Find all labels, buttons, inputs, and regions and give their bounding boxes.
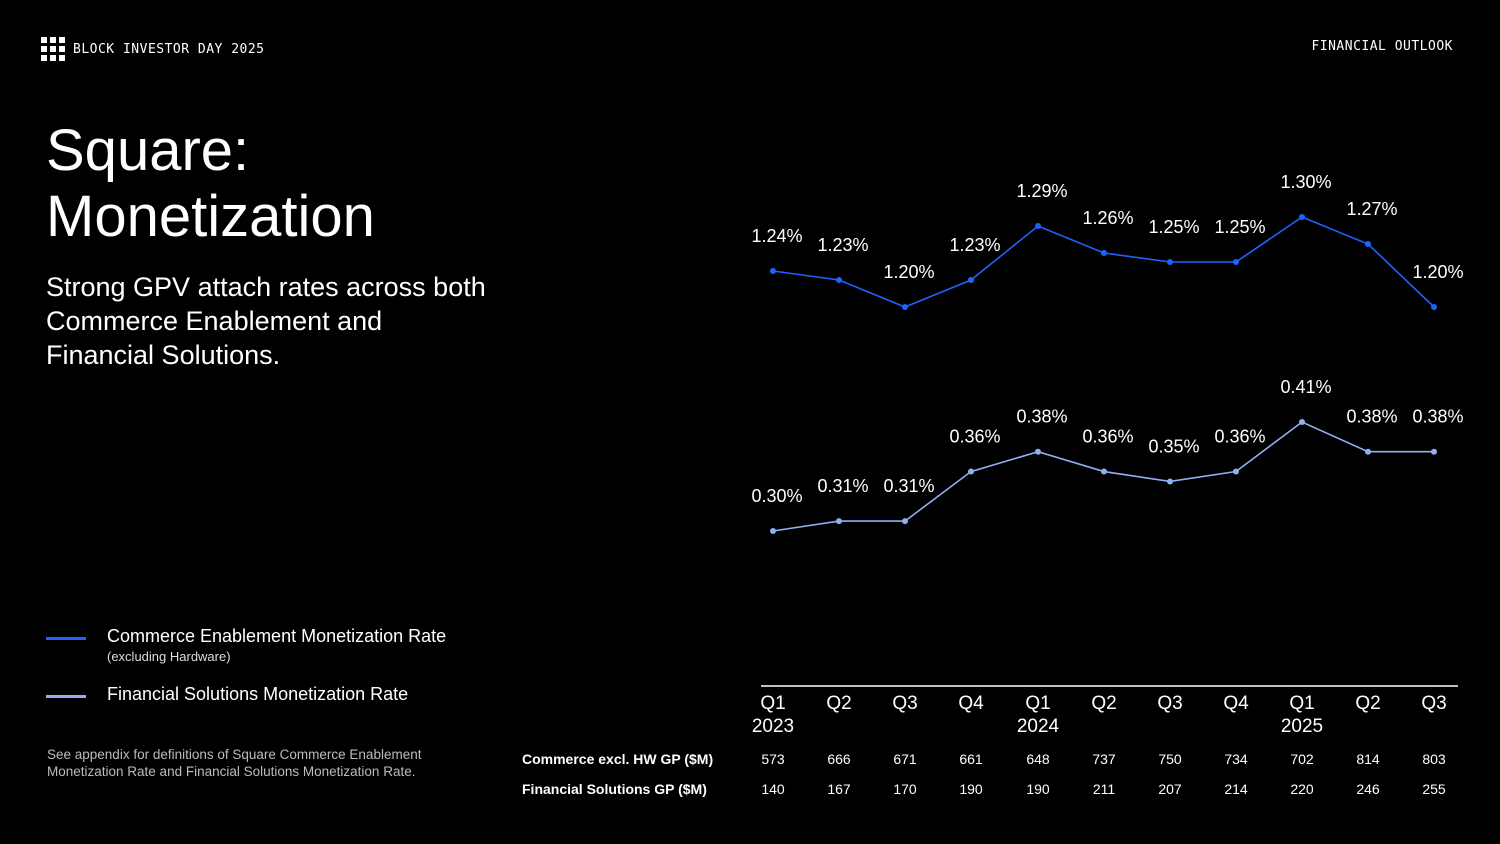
data-point-s1-1 xyxy=(770,268,776,274)
table-row-label-1: Commerce excl. HW GP ($M) xyxy=(522,751,713,767)
data-point-s1-8 xyxy=(1233,259,1239,265)
table-cell-r2-7: 207 xyxy=(1158,781,1182,797)
table-cell-r1-7: 750 xyxy=(1158,751,1182,767)
data-label-s1-4: 1.23% xyxy=(949,235,1000,255)
table-cell-r1-5: 648 xyxy=(1026,751,1050,767)
data-point-s1-9 xyxy=(1299,214,1305,220)
data-point-s2-4 xyxy=(968,468,974,475)
data-label-s1-2: 1.23% xyxy=(817,235,868,255)
x-tick-label-7: Q3 xyxy=(1157,693,1182,714)
table-cell-r1-3: 671 xyxy=(893,751,917,767)
legend-label-financial: Financial Solutions Monetization Rate xyxy=(107,684,409,704)
table-cell-r2-4: 190 xyxy=(959,781,983,797)
footnote: See appendix for definitions of Square C… xyxy=(47,747,422,779)
table-cell-r2-11: 255 xyxy=(1422,781,1446,797)
data-point-s1-7 xyxy=(1167,259,1173,265)
brand-title: BLOCK INVESTOR DAY 2025 xyxy=(73,41,265,57)
data-label-s1-3: 1.20% xyxy=(883,262,934,282)
data-point-s2-11 xyxy=(1431,448,1437,455)
data-label-s2-10: 0.38% xyxy=(1346,407,1397,427)
data-point-s2-6 xyxy=(1101,468,1107,475)
data-label-s1-11: 1.20% xyxy=(1412,262,1463,282)
x-tick-label-5: Q1 xyxy=(1025,693,1050,714)
section-title: FINANCIAL OUTLOOK xyxy=(1311,39,1453,54)
x-tick-year-1: 2023 xyxy=(752,716,794,737)
table-cell-r2-6: 211 xyxy=(1093,781,1116,797)
data-point-s1-6 xyxy=(1101,250,1107,256)
data-point-s1-11 xyxy=(1431,304,1437,310)
data-point-s2-8 xyxy=(1233,468,1239,475)
table-cell-r2-5: 190 xyxy=(1026,781,1050,797)
block-logo-icon xyxy=(41,37,65,61)
x-tick-label-8: Q4 xyxy=(1223,693,1249,714)
table-cell-r1-11: 803 xyxy=(1422,751,1446,767)
data-label-s2-7: 0.35% xyxy=(1148,436,1199,456)
table-cell-r2-2: 167 xyxy=(827,781,851,797)
page-title-line2: Monetization xyxy=(46,184,375,249)
table-cell-r1-9: 702 xyxy=(1290,751,1314,767)
data-point-s2-5 xyxy=(1035,448,1041,455)
data-label-s1-7: 1.25% xyxy=(1148,217,1199,237)
data-point-s2-1 xyxy=(770,528,776,534)
x-tick-year-5: 2024 xyxy=(1017,716,1060,737)
data-label-s2-4: 0.36% xyxy=(949,427,1000,447)
x-tick-label-2: Q2 xyxy=(826,693,851,714)
data-label-s2-8: 0.36% xyxy=(1214,427,1265,447)
x-tick-label-6: Q2 xyxy=(1091,693,1116,714)
legend-swatch-financial xyxy=(46,695,86,698)
data-point-s1-10 xyxy=(1365,241,1371,247)
data-label-s2-1: 0.30% xyxy=(751,486,802,506)
table-cell-r2-8: 214 xyxy=(1224,781,1248,797)
data-label-s1-6: 1.26% xyxy=(1082,208,1133,228)
table-cell-r1-8: 734 xyxy=(1224,751,1248,767)
table-cell-r1-4: 661 xyxy=(959,751,983,767)
table-cell-r2-9: 220 xyxy=(1290,781,1314,797)
data-point-s2-3 xyxy=(902,518,908,525)
x-tick-label-11: Q3 xyxy=(1421,693,1446,714)
x-tick-label-9: Q1 xyxy=(1289,693,1314,714)
data-label-s2-11: 0.38% xyxy=(1412,407,1463,427)
data-label-s1-1: 1.24% xyxy=(751,226,802,246)
data-label-s2-6: 0.36% xyxy=(1082,427,1133,447)
legend-note-commerce: (excluding Hardware) xyxy=(107,649,231,664)
table-cell-r2-3: 170 xyxy=(893,781,917,797)
table-cell-r1-10: 814 xyxy=(1356,751,1380,767)
table-cell-r1-2: 666 xyxy=(827,751,851,767)
data-label-s1-8: 1.25% xyxy=(1214,217,1265,237)
data-label-s2-9: 0.41% xyxy=(1280,377,1331,397)
table-cell-r1-1: 573 xyxy=(761,751,785,767)
x-tick-label-3: Q3 xyxy=(892,693,917,714)
data-point-s2-7 xyxy=(1167,478,1173,485)
table-row-label-2: Financial Solutions GP ($M) xyxy=(522,781,707,797)
series-line-1 xyxy=(772,216,1435,308)
data-label-s1-5: 1.29% xyxy=(1016,181,1067,201)
data-label-s1-10: 1.27% xyxy=(1346,199,1397,219)
data-point-s1-4 xyxy=(968,277,974,283)
table-cell-r1-6: 737 xyxy=(1092,751,1116,767)
data-label-s2-3: 0.31% xyxy=(883,476,934,496)
brand-header: BLOCK INVESTOR DAY 2025 xyxy=(41,37,265,61)
x-tick-label-10: Q2 xyxy=(1355,693,1380,714)
x-tick-label-1: Q1 xyxy=(760,693,785,714)
page-subtitle: Strong GPV attach rates across both Comm… xyxy=(46,272,486,370)
data-point-s1-2 xyxy=(836,277,842,283)
data-label-s2-2: 0.31% xyxy=(817,476,868,496)
legend-swatch-commerce xyxy=(46,637,86,640)
page-title-line1: Square: xyxy=(46,118,250,183)
data-point-s2-10 xyxy=(1365,448,1371,455)
table-cell-r2-1: 140 xyxy=(761,781,785,797)
legend-label-commerce: Commerce Enablement Monetization Rate xyxy=(107,626,447,646)
x-tick-year-9: 2025 xyxy=(1281,716,1323,737)
page-title: Square: Monetization xyxy=(46,118,375,250)
table-cell-r2-10: 246 xyxy=(1356,781,1380,797)
data-point-s2-2 xyxy=(836,518,842,525)
data-label-s2-5: 0.38% xyxy=(1016,407,1067,427)
x-tick-label-4: Q4 xyxy=(958,693,984,714)
data-point-s1-5 xyxy=(1035,223,1041,229)
data-point-s1-3 xyxy=(902,304,908,310)
data-point-s2-9 xyxy=(1299,419,1305,425)
data-label-s1-9: 1.30% xyxy=(1280,172,1331,192)
